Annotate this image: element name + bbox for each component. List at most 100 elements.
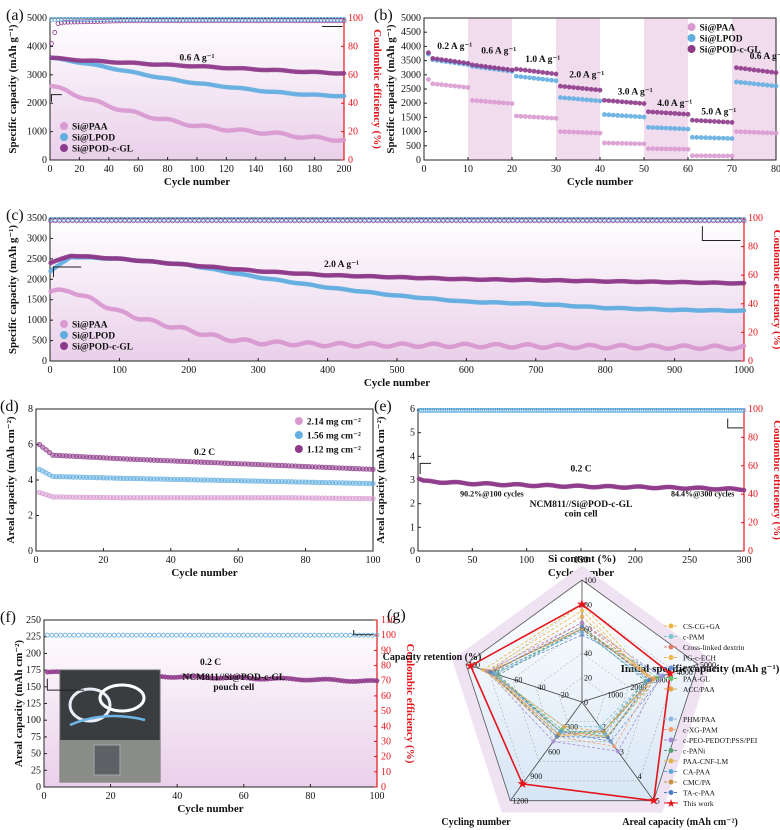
x-tick-label: 20: [106, 791, 116, 802]
y-tick-label: 75: [31, 732, 41, 743]
data-point: [549, 71, 554, 76]
ce-point: [229, 17, 235, 22]
x-tick-label: 500: [390, 365, 405, 376]
data-point: [741, 343, 747, 349]
data-point: [492, 99, 497, 105]
data-point: [641, 114, 647, 120]
panel-label: (c): [6, 207, 24, 224]
rate-label: 4.0 A g⁻¹: [657, 99, 692, 109]
data-point: [566, 129, 572, 135]
legend-marker: [668, 790, 674, 795]
y2-tick-label: 60: [381, 691, 391, 702]
data-point: [610, 140, 616, 146]
data-point: [496, 65, 502, 71]
data-point: [527, 114, 532, 120]
x-tick-label: 300: [251, 365, 266, 376]
ce-point: [95, 17, 100, 22]
x-tick-label: 200: [181, 365, 196, 376]
radar-point: [608, 739, 613, 744]
data-point: [544, 115, 550, 121]
data-point: [742, 129, 748, 135]
ce-point: [147, 17, 153, 22]
y2-tick-label: 0: [348, 155, 353, 166]
y-tick-label: 5: [410, 428, 415, 439]
data-point: [562, 95, 568, 101]
data-point: [646, 146, 651, 152]
retention-note: 84.4%@300 cycles: [671, 490, 734, 499]
ce-point: [141, 17, 146, 22]
y2-tick-label: 70: [381, 676, 391, 687]
data-point: [584, 97, 590, 103]
ce-point: [62, 19, 68, 25]
legend-label: PAA-FREP: [683, 664, 718, 673]
ce-point: [200, 17, 206, 22]
ce-point: [259, 17, 265, 22]
y2-tick-label: 40: [748, 299, 758, 310]
radar-tick-label: 900: [530, 772, 542, 781]
y2-tick-label: 60: [748, 461, 758, 472]
data-point: [597, 87, 603, 93]
data-point: [593, 87, 598, 93]
rate-label: 0.2 A g⁻¹: [437, 42, 472, 52]
x-tick-label: 1000: [734, 365, 754, 376]
x-tick-label: 60: [239, 791, 249, 802]
legend-marker: [668, 686, 674, 692]
x-tick-label: 700: [528, 365, 543, 376]
ce-point: [203, 17, 209, 22]
data-point: [738, 79, 744, 85]
radar-point: [601, 729, 606, 734]
legend-marker: [668, 644, 674, 650]
data-point: [676, 111, 682, 117]
ce-point: [121, 17, 127, 22]
panel-d: 0 20 40 60 80 100 0 2 4 6 8 Cycle number Areal capac…: [0, 398, 381, 579]
data-point: [690, 153, 695, 159]
data-point: [544, 77, 550, 83]
data-point: [764, 130, 770, 136]
panel-f: 0 20 40 60 80 1000255075100125150175200225250…: [0, 609, 416, 815]
x-tick-label: 0: [48, 365, 53, 376]
ce-point: [72, 19, 77, 25]
radar-axis-name: Cycling number: [441, 817, 511, 828]
data-point: [628, 113, 634, 119]
y2-tick-label: 80: [348, 41, 358, 52]
data-point: [536, 76, 541, 82]
ce-point: [213, 17, 219, 22]
y-tick-label: 2: [410, 499, 415, 510]
legend-marker: [294, 417, 303, 425]
legend-marker: [687, 45, 696, 53]
ce-point: [262, 17, 268, 22]
radar-tick-label: 4: [638, 772, 642, 781]
y2-tick-label: 0: [748, 546, 753, 557]
data-point: [663, 110, 669, 116]
data-point: [764, 82, 770, 88]
data-point: [725, 135, 730, 141]
legend-label: c-PEO-PEDOT:PSS/PEI: [683, 736, 758, 745]
legend-marker: [668, 665, 674, 671]
ce-point: [312, 17, 317, 22]
radar-tick-label: 3: [620, 747, 624, 756]
y-tick-label: 125: [26, 699, 41, 710]
data-point: [536, 114, 541, 120]
data-point: [738, 129, 744, 135]
y2-axis-label: Coulombic efficiency (%): [371, 29, 383, 149]
data-point: [773, 70, 779, 76]
ce-point: [741, 218, 747, 224]
data-point: [553, 71, 559, 77]
data-point: [751, 81, 757, 87]
data-point: [558, 83, 563, 89]
data-point: [720, 153, 726, 159]
panel-label: (f): [0, 609, 16, 626]
rate-label: 1.0 A g⁻¹: [525, 55, 560, 65]
y-tick-label: 3500: [401, 56, 421, 67]
legend-marker: [668, 623, 674, 629]
legend-label: c-PAM: [683, 633, 705, 642]
y-tick-label: 6: [410, 404, 415, 415]
ce-point: [72, 17, 77, 22]
y-axis-label: Areal capacity (mAh cm⁻²): [5, 416, 17, 543]
data-point: [619, 99, 625, 105]
plot-frame: [417, 408, 745, 552]
legend-marker: [294, 431, 303, 439]
ce-point: [124, 17, 130, 22]
ce-point: [239, 17, 245, 22]
data-point: [681, 126, 686, 132]
